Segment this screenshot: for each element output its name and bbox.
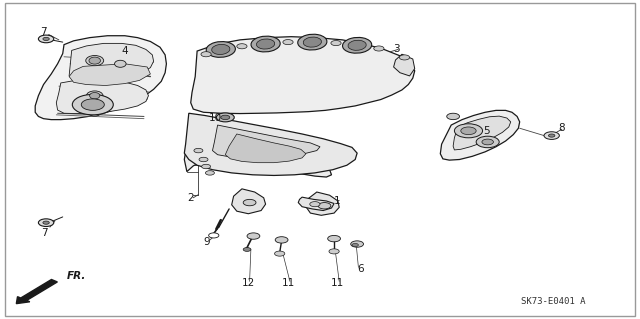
Ellipse shape xyxy=(115,60,126,67)
Circle shape xyxy=(461,127,476,135)
Polygon shape xyxy=(56,80,148,114)
Polygon shape xyxy=(394,54,415,76)
Circle shape xyxy=(331,41,341,46)
Circle shape xyxy=(205,171,214,175)
Circle shape xyxy=(209,233,219,238)
Circle shape xyxy=(202,164,211,169)
Circle shape xyxy=(247,233,260,239)
Circle shape xyxy=(283,40,293,45)
Circle shape xyxy=(43,221,49,224)
Ellipse shape xyxy=(342,37,372,53)
Polygon shape xyxy=(69,64,150,85)
Circle shape xyxy=(476,136,499,148)
Text: FR.: FR. xyxy=(67,271,86,281)
Polygon shape xyxy=(35,36,166,120)
Text: 11: 11 xyxy=(282,278,294,288)
Circle shape xyxy=(351,241,364,247)
Ellipse shape xyxy=(212,44,230,55)
Polygon shape xyxy=(212,125,320,158)
Ellipse shape xyxy=(303,37,321,47)
Polygon shape xyxy=(184,113,357,175)
Circle shape xyxy=(275,251,285,256)
Text: 3: 3 xyxy=(394,44,400,55)
Polygon shape xyxy=(306,192,339,215)
Text: SK73-E0401 A: SK73-E0401 A xyxy=(522,297,586,306)
Ellipse shape xyxy=(86,56,104,66)
Text: 1: 1 xyxy=(334,196,340,206)
Circle shape xyxy=(482,139,493,145)
Circle shape xyxy=(216,113,234,122)
Circle shape xyxy=(221,115,230,120)
Polygon shape xyxy=(191,37,415,114)
Circle shape xyxy=(544,132,559,139)
Circle shape xyxy=(310,202,320,207)
Circle shape xyxy=(548,134,555,137)
Circle shape xyxy=(237,44,247,49)
Circle shape xyxy=(201,52,211,57)
Ellipse shape xyxy=(90,93,100,99)
Circle shape xyxy=(399,55,410,60)
Circle shape xyxy=(72,94,113,115)
Ellipse shape xyxy=(88,108,101,116)
Polygon shape xyxy=(440,110,520,160)
Ellipse shape xyxy=(348,40,366,50)
Circle shape xyxy=(454,124,483,138)
FancyArrow shape xyxy=(17,279,58,304)
Text: 7: 7 xyxy=(42,228,48,238)
Text: 9: 9 xyxy=(204,237,210,247)
Circle shape xyxy=(447,113,460,120)
Circle shape xyxy=(43,37,49,41)
Circle shape xyxy=(38,35,54,43)
Circle shape xyxy=(329,249,339,254)
Circle shape xyxy=(275,237,288,243)
Circle shape xyxy=(374,46,384,51)
Ellipse shape xyxy=(298,34,327,50)
Polygon shape xyxy=(69,43,154,82)
Circle shape xyxy=(352,243,358,247)
Text: 7: 7 xyxy=(40,27,47,37)
Text: 4: 4 xyxy=(122,46,128,56)
Circle shape xyxy=(38,219,54,226)
Polygon shape xyxy=(298,197,334,211)
Circle shape xyxy=(194,148,203,153)
Ellipse shape xyxy=(86,91,103,100)
Text: 11: 11 xyxy=(332,278,344,288)
Text: 6: 6 xyxy=(357,263,364,274)
Circle shape xyxy=(243,199,256,206)
Polygon shape xyxy=(225,134,306,163)
Polygon shape xyxy=(232,189,266,214)
Text: 8: 8 xyxy=(559,122,565,133)
Ellipse shape xyxy=(89,57,100,64)
Polygon shape xyxy=(453,116,511,150)
Polygon shape xyxy=(184,144,332,177)
Text: 5: 5 xyxy=(483,126,490,136)
Circle shape xyxy=(328,235,340,242)
Circle shape xyxy=(243,248,251,251)
Ellipse shape xyxy=(206,41,236,57)
Ellipse shape xyxy=(257,39,275,49)
Text: 10: 10 xyxy=(209,113,222,123)
Circle shape xyxy=(318,203,331,209)
Text: 12: 12 xyxy=(242,278,255,288)
Circle shape xyxy=(81,99,104,110)
Ellipse shape xyxy=(251,36,280,52)
Text: 2: 2 xyxy=(188,193,194,203)
Circle shape xyxy=(199,157,208,162)
